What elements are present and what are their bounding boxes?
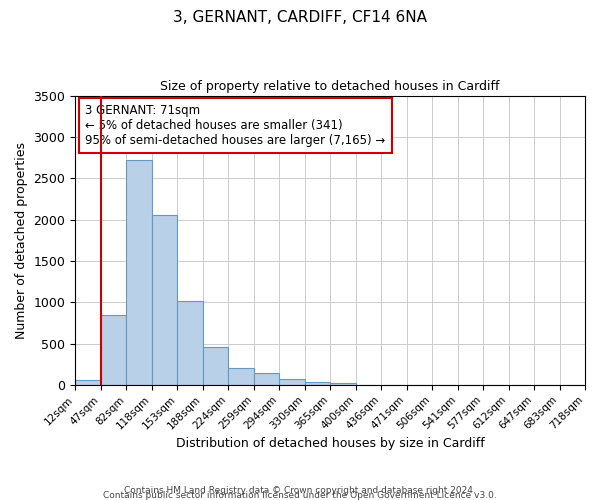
Bar bbox=[228, 368, 254, 385]
X-axis label: Distribution of detached houses by size in Cardiff: Distribution of detached houses by size … bbox=[176, 437, 484, 450]
Bar bbox=[75, 380, 101, 385]
Bar bbox=[254, 374, 279, 385]
Bar bbox=[203, 348, 228, 385]
Bar bbox=[177, 302, 203, 385]
Text: 3, GERNANT, CARDIFF, CF14 6NA: 3, GERNANT, CARDIFF, CF14 6NA bbox=[173, 10, 427, 25]
Bar bbox=[152, 214, 177, 385]
Text: Contains public sector information licensed under the Open Government Licence v3: Contains public sector information licen… bbox=[103, 491, 497, 500]
Title: Size of property relative to detached houses in Cardiff: Size of property relative to detached ho… bbox=[160, 80, 500, 93]
Bar bbox=[101, 314, 126, 385]
Bar bbox=[305, 382, 330, 385]
Bar bbox=[330, 383, 356, 385]
Y-axis label: Number of detached properties: Number of detached properties bbox=[15, 142, 28, 338]
Text: Contains HM Land Registry data © Crown copyright and database right 2024.: Contains HM Land Registry data © Crown c… bbox=[124, 486, 476, 495]
Text: 3 GERNANT: 71sqm
← 5% of detached houses are smaller (341)
95% of semi-detached : 3 GERNANT: 71sqm ← 5% of detached houses… bbox=[85, 104, 386, 147]
Bar bbox=[126, 160, 152, 385]
Bar bbox=[279, 380, 305, 385]
